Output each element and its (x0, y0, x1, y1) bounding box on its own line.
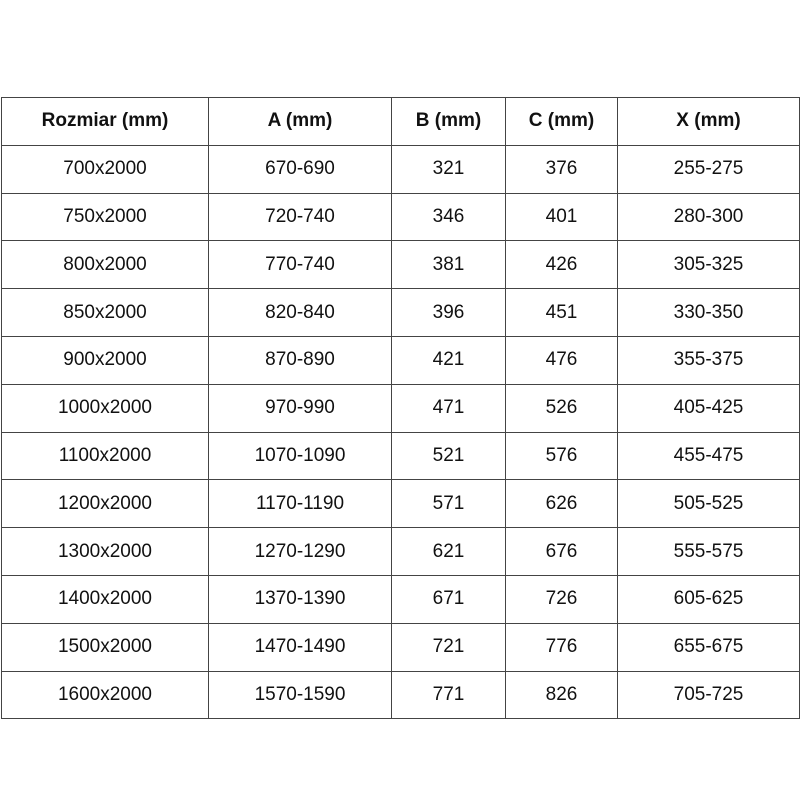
table-cell: 676 (505, 527, 618, 576)
dimensions-table: Rozmiar (mm) A (mm) B (mm) C (mm) X (mm) 700… (1, 97, 800, 720)
table-cell: 376 (505, 144, 618, 194)
table-cell: 1470-1490 (208, 622, 392, 672)
table-cell: 605-625 (617, 574, 800, 624)
table-cell: 505-525 (617, 479, 800, 529)
table-row: 700x2000 670-690 321 376 255-275 (1, 144, 800, 194)
table-cell: 655-675 (617, 622, 800, 672)
table-row: 800x2000 770-740 381 426 305-325 (1, 240, 800, 290)
table-row: 1000x2000 970-990 471 526 405-425 (1, 383, 800, 433)
table-cell: 671 (391, 574, 506, 624)
table-cell: 720-740 (208, 192, 392, 242)
table-cell: 1570-1590 (208, 670, 392, 720)
table-cell: 346 (391, 192, 506, 242)
table-cell: 451 (505, 288, 618, 337)
table-cell: 776 (505, 622, 618, 672)
table-cell: 255-275 (617, 144, 800, 194)
table-cell: 1370-1390 (208, 574, 392, 624)
table-cell: 721 (391, 622, 506, 672)
table-cell: 576 (505, 431, 618, 481)
table-cell: 1300x2000 (1, 527, 209, 576)
column-header: Rozmiar (mm) (1, 97, 209, 146)
table-cell: 305-325 (617, 240, 800, 290)
table-cell: 700x2000 (1, 144, 209, 194)
table-cell: 771 (391, 670, 506, 720)
table-row: 850x2000 820-840 396 451 330-350 (1, 288, 800, 337)
table-cell: 405-425 (617, 383, 800, 433)
header-row: Rozmiar (mm) A (mm) B (mm) C (mm) X (mm) (1, 97, 800, 146)
table-row: 1400x2000 1370-1390 671 726 605-625 (1, 574, 800, 624)
table-cell: 705-725 (617, 670, 800, 720)
table-cell: 670-690 (208, 144, 392, 194)
table-cell: 381 (391, 240, 506, 290)
table-cell: 850x2000 (1, 288, 209, 337)
table-row: 900x2000 870-890 421 476 355-375 (1, 335, 800, 385)
table-cell: 555-575 (617, 527, 800, 576)
table-cell: 330-350 (617, 288, 800, 337)
table-cell: 621 (391, 527, 506, 576)
table-cell: 1070-1090 (208, 431, 392, 481)
table-cell: 455-475 (617, 431, 800, 481)
column-header: C (mm) (505, 97, 618, 146)
table-cell: 726 (505, 574, 618, 624)
table-cell: 820-840 (208, 288, 392, 337)
table-cell: 426 (505, 240, 618, 290)
table-cell: 626 (505, 479, 618, 529)
table-cell: 900x2000 (1, 335, 209, 385)
table-cell: 1100x2000 (1, 431, 209, 481)
table-row: 1200x2000 1170-1190 571 626 505-525 (1, 479, 800, 529)
table-row: 1500x2000 1470-1490 721 776 655-675 (1, 622, 800, 672)
table-cell: 471 (391, 383, 506, 433)
table-cell: 1200x2000 (1, 479, 209, 529)
table-cell: 321 (391, 144, 506, 194)
table-cell: 1600x2000 (1, 670, 209, 720)
table-cell: 401 (505, 192, 618, 242)
table-row: 750x2000 720-740 346 401 280-300 (1, 192, 800, 242)
table-cell: 770-740 (208, 240, 392, 290)
table-cell: 1400x2000 (1, 574, 209, 624)
table-cell: 1170-1190 (208, 479, 392, 529)
table-cell: 1000x2000 (1, 383, 209, 433)
table-cell: 421 (391, 335, 506, 385)
table-cell: 870-890 (208, 335, 392, 385)
table-cell: 571 (391, 479, 506, 529)
table-cell: 970-990 (208, 383, 392, 433)
table-cell: 521 (391, 431, 506, 481)
table-cell: 750x2000 (1, 192, 209, 242)
table-cell: 396 (391, 288, 506, 337)
table-cell: 280-300 (617, 192, 800, 242)
column-header: A (mm) (208, 97, 392, 146)
table-cell: 800x2000 (1, 240, 209, 290)
table-row: 1300x2000 1270-1290 621 676 555-575 (1, 527, 800, 576)
column-header: B (mm) (391, 97, 506, 146)
table-cell: 826 (505, 670, 618, 720)
table-cell: 1270-1290 (208, 527, 392, 576)
table-cell: 476 (505, 335, 618, 385)
table-cell: 526 (505, 383, 618, 433)
column-header: X (mm) (617, 97, 800, 146)
table-row: 1600x2000 1570-1590 771 826 705-725 (1, 670, 800, 720)
table-cell: 355-375 (617, 335, 800, 385)
table-cell: 1500x2000 (1, 622, 209, 672)
table-row: 1100x2000 1070-1090 521 576 455-475 (1, 431, 800, 481)
